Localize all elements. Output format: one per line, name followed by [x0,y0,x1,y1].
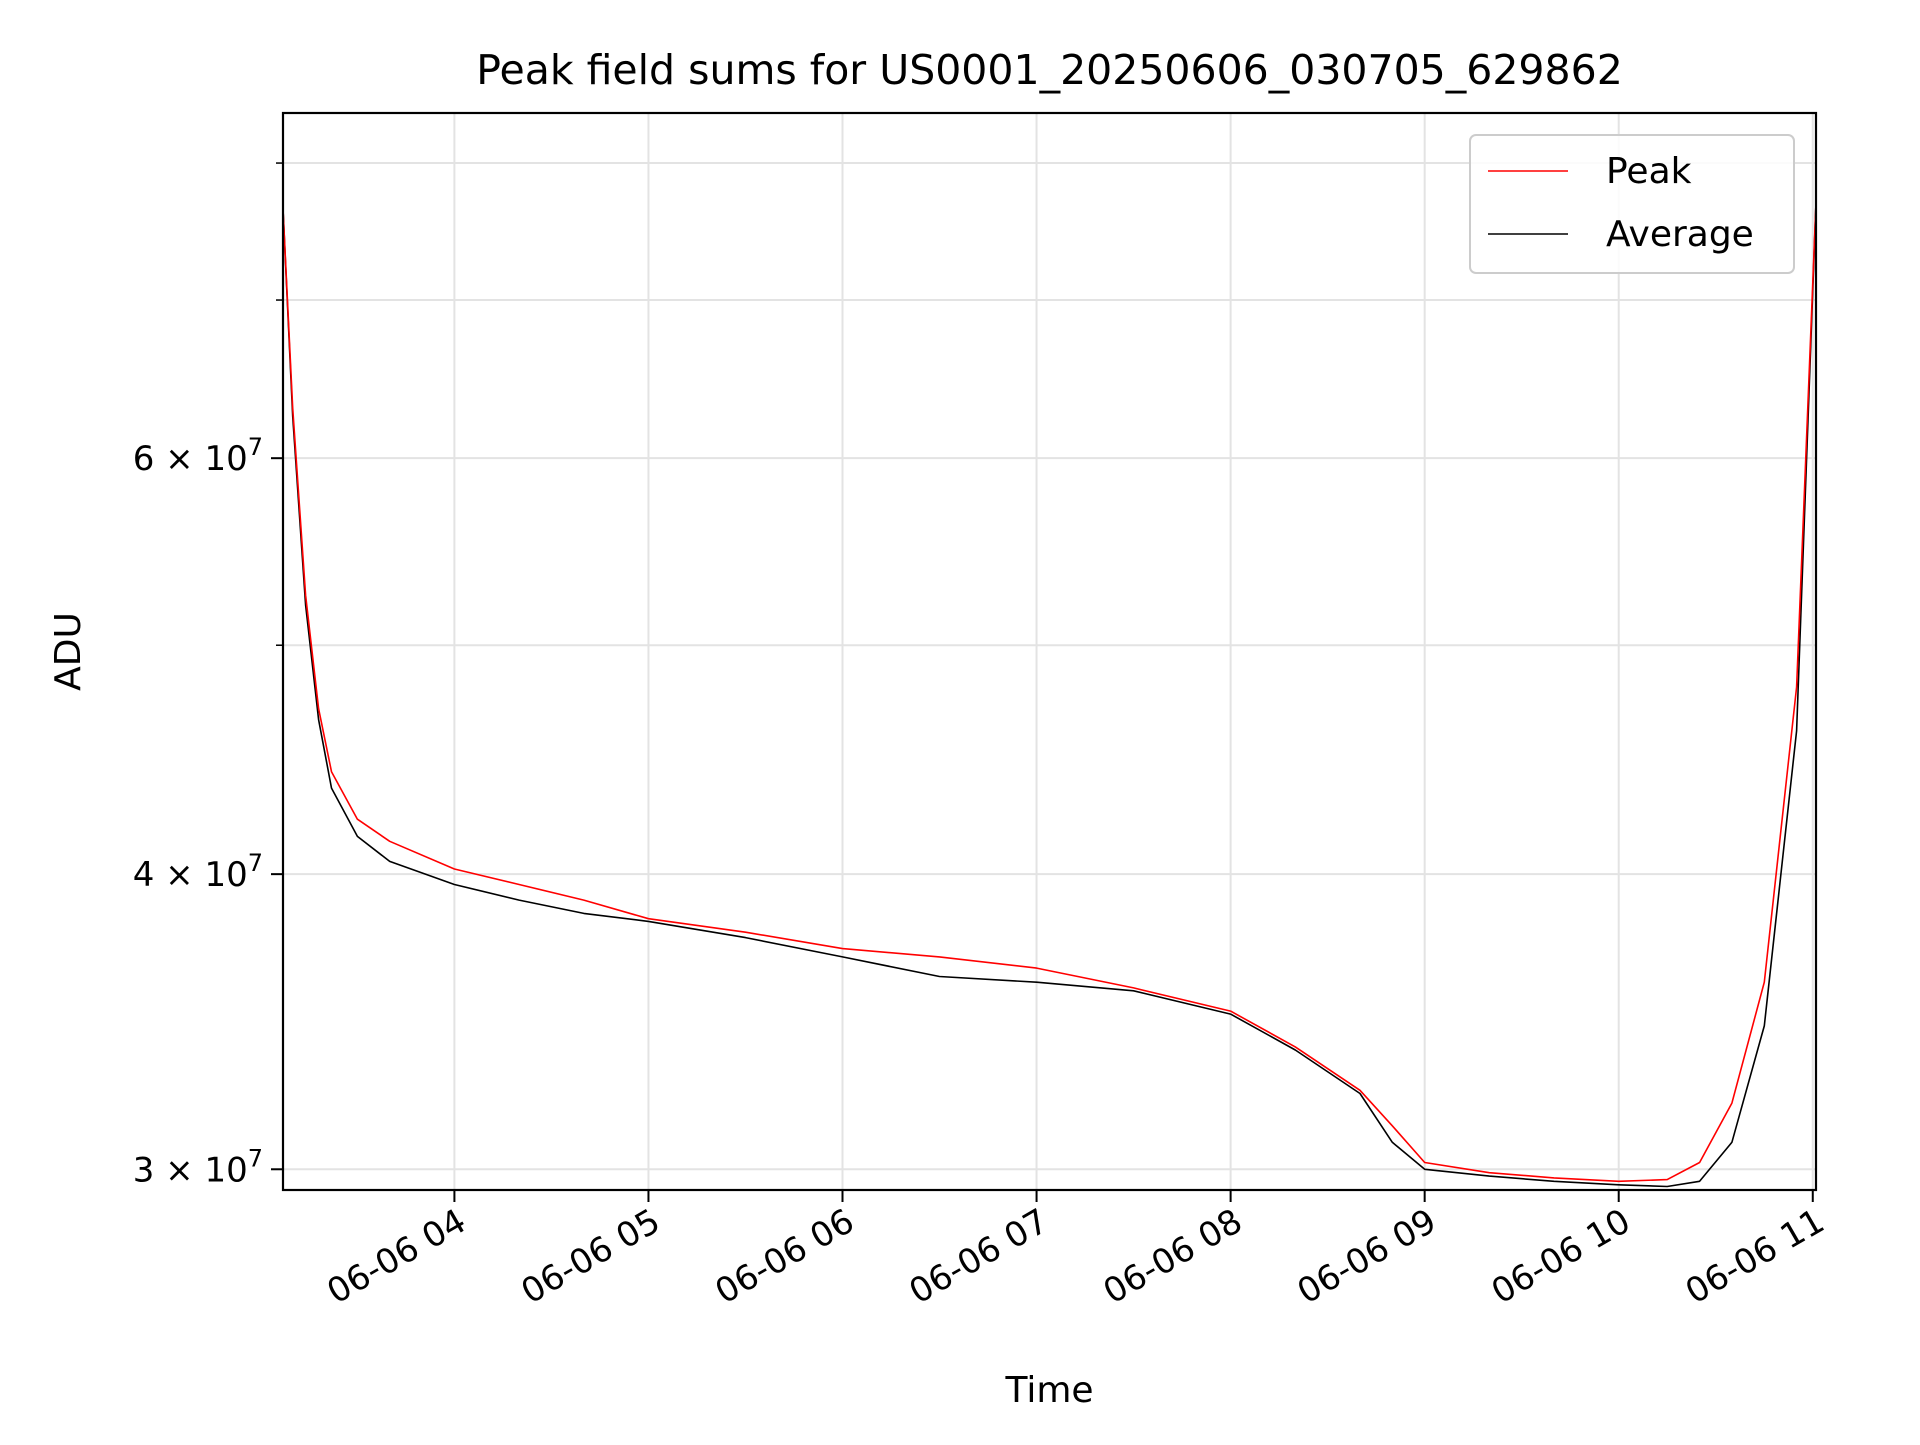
plot-frame [281,111,1818,1192]
series-layer [282,202,1817,1188]
x-tick-label: 06-06 10 [1485,1201,1637,1312]
y-tick-label: 6 × 107 [133,433,263,479]
x-tick-label: 06-06 06 [709,1201,861,1312]
x-tick-label: 06-06 04 [321,1201,473,1312]
tick-layer: 06-06 04 06-06 05 06-06 06 06-06 07 06-06 08… [133,162,1831,1312]
x-tick-label: 06-06 09 [1291,1201,1443,1312]
legend: Peak Average [1469,134,1795,274]
x-tick-label: 06-06 11 [1679,1201,1831,1312]
y-tick-label: 4 × 107 [133,849,263,895]
x-axis-label: Time [1004,1370,1093,1411]
grid-layer [283,113,1816,1190]
x-tick-label: 06-06 07 [903,1201,1055,1312]
legend-box [1469,134,1795,274]
legend-label: Average [1606,214,1754,255]
x-tick-label: 06-06 05 [515,1201,667,1312]
legend-label: Peak [1606,151,1692,192]
y-axis-label: ADU [48,612,89,691]
series-line-average [282,202,1817,1188]
series-line-peak [282,202,1817,1183]
x-tick-label: 06-06 08 [1097,1201,1249,1312]
chart-title: Peak field sums for US0001_20250606_0307… [476,46,1623,94]
y-tick-label: 3 × 107 [133,1144,263,1190]
